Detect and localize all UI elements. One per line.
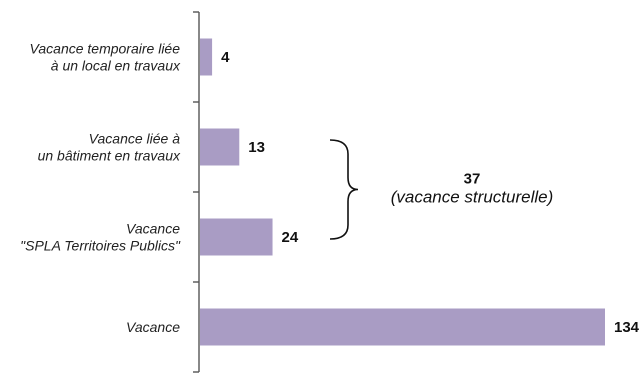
value-label: 4: [221, 49, 230, 66]
category-label: Vacance: [126, 319, 180, 335]
category-labels: Vacance temporaire liée à un local en tra…: [20, 41, 181, 336]
value-label: 13: [248, 139, 265, 156]
axis: [193, 11, 200, 373]
value-label: 134: [614, 319, 640, 336]
annotation-value: 37: [464, 171, 481, 188]
bars: [200, 38, 605, 346]
category-label: Vacance "SPLA Territoires Publics": [20, 221, 181, 254]
category-label: Vacance temporaire liée à un local en tra…: [30, 41, 181, 74]
bar: [200, 308, 605, 346]
structural-vacancy-annotation: 37 (vacance structurelle): [329, 139, 554, 240]
value-labels: 4 13 24 134: [221, 49, 640, 336]
bar: [200, 38, 213, 76]
annotation-text: (vacance structurelle): [391, 188, 554, 207]
bar: [200, 128, 240, 166]
category-label: Vacance liée à un bâtiment en travaux: [38, 131, 181, 164]
curly-brace: [329, 139, 359, 240]
value-label: 24: [282, 229, 299, 246]
bar: [200, 218, 273, 256]
